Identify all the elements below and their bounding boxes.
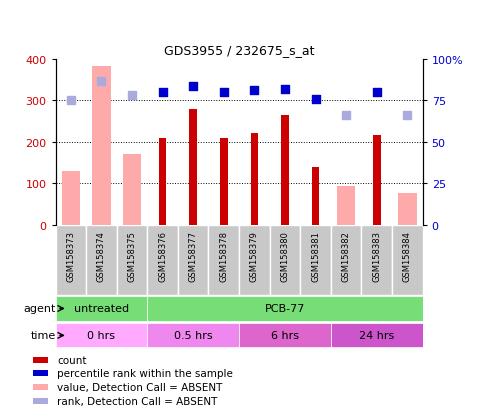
Bar xyxy=(337,187,355,225)
Text: untreated: untreated xyxy=(74,304,129,314)
Bar xyxy=(239,323,331,348)
Bar xyxy=(117,225,147,295)
Bar xyxy=(56,225,86,295)
Bar xyxy=(33,357,48,363)
Bar xyxy=(300,225,331,295)
Text: GSM158384: GSM158384 xyxy=(403,231,412,281)
Text: GSM158377: GSM158377 xyxy=(189,231,198,282)
Text: percentile rank within the sample: percentile rank within the sample xyxy=(57,368,233,379)
Point xyxy=(312,96,319,103)
Bar xyxy=(270,225,300,295)
Text: time: time xyxy=(30,330,56,341)
Point xyxy=(220,90,227,96)
Bar xyxy=(220,138,227,225)
Bar xyxy=(251,133,258,225)
Text: GSM158383: GSM158383 xyxy=(372,231,381,282)
Text: value, Detection Call = ABSENT: value, Detection Call = ABSENT xyxy=(57,382,223,392)
Bar xyxy=(147,323,239,348)
Point xyxy=(189,83,197,90)
Text: agent: agent xyxy=(23,304,56,314)
Text: GSM158373: GSM158373 xyxy=(66,231,75,282)
Point xyxy=(67,98,75,104)
Text: GSM158376: GSM158376 xyxy=(158,231,167,282)
Point xyxy=(98,78,105,85)
Text: count: count xyxy=(57,355,86,365)
Point xyxy=(251,88,258,95)
Bar xyxy=(147,297,423,321)
Bar xyxy=(373,135,381,225)
Bar xyxy=(56,323,147,348)
Text: GSM158379: GSM158379 xyxy=(250,231,259,281)
Bar xyxy=(331,323,423,348)
Text: GSM158381: GSM158381 xyxy=(311,231,320,281)
Bar xyxy=(189,109,197,225)
Text: rank, Detection Call = ABSENT: rank, Detection Call = ABSENT xyxy=(57,396,217,406)
Bar xyxy=(33,398,48,404)
Bar xyxy=(147,225,178,295)
Bar xyxy=(398,193,416,225)
Text: GSM158375: GSM158375 xyxy=(128,231,137,281)
Text: 24 hrs: 24 hrs xyxy=(359,330,394,341)
Text: GSM158382: GSM158382 xyxy=(341,231,351,281)
Text: 6 hrs: 6 hrs xyxy=(271,330,299,341)
Title: GDS3955 / 232675_s_at: GDS3955 / 232675_s_at xyxy=(164,44,314,57)
Point xyxy=(342,113,350,119)
Text: 0 hrs: 0 hrs xyxy=(87,330,115,341)
Bar xyxy=(33,385,48,390)
Bar xyxy=(56,297,147,321)
Bar xyxy=(331,225,361,295)
Bar xyxy=(62,171,80,225)
Bar xyxy=(33,370,48,377)
Bar xyxy=(209,225,239,295)
Text: GSM158380: GSM158380 xyxy=(281,231,289,281)
Point xyxy=(403,113,411,119)
Text: PCB-77: PCB-77 xyxy=(265,304,305,314)
Bar xyxy=(86,225,117,295)
Bar xyxy=(239,225,270,295)
Text: GSM158378: GSM158378 xyxy=(219,231,228,282)
Bar xyxy=(123,155,141,225)
Bar xyxy=(159,138,167,225)
Bar xyxy=(178,225,209,295)
Point xyxy=(373,90,381,96)
Point xyxy=(159,90,167,96)
Bar xyxy=(312,167,319,225)
Bar xyxy=(392,225,423,295)
Bar xyxy=(361,225,392,295)
Text: GSM158374: GSM158374 xyxy=(97,231,106,281)
Bar xyxy=(281,116,289,225)
Point xyxy=(281,86,289,93)
Text: 0.5 hrs: 0.5 hrs xyxy=(174,330,213,341)
Point xyxy=(128,93,136,100)
Bar xyxy=(92,67,111,225)
